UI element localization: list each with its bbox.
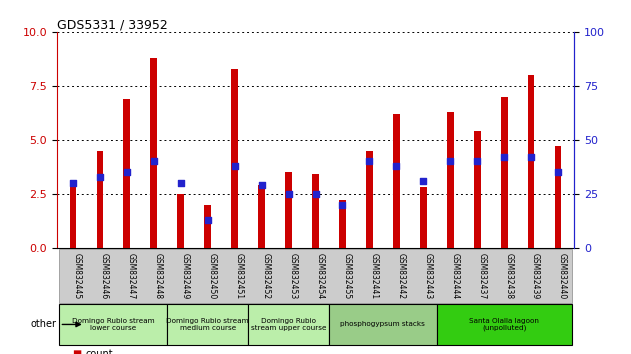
Bar — [393, 114, 399, 248]
Bar — [528, 75, 534, 248]
Bar — [258, 185, 265, 248]
Point — [553, 170, 563, 175]
Point — [472, 159, 482, 164]
Text: GSM832443: GSM832443 — [423, 253, 432, 299]
Bar — [232, 69, 238, 248]
Bar — [150, 58, 157, 248]
Point — [68, 180, 78, 186]
Text: phosphogypsum stacks: phosphogypsum stacks — [341, 321, 425, 327]
Text: Domingo Rubio stream
lower course: Domingo Rubio stream lower course — [72, 318, 155, 331]
Text: other: other — [30, 319, 56, 330]
Text: GSM832451: GSM832451 — [235, 253, 244, 299]
Point — [175, 180, 186, 186]
Bar — [447, 112, 454, 248]
Bar — [124, 99, 130, 248]
Text: Santa Olalla lagoon
(unpolluted): Santa Olalla lagoon (unpolluted) — [469, 318, 539, 331]
Bar — [204, 205, 211, 248]
Bar — [177, 194, 184, 248]
Text: GSM832446: GSM832446 — [100, 253, 109, 299]
Text: GSM832438: GSM832438 — [504, 253, 513, 299]
Bar — [97, 151, 103, 248]
Text: GSM832448: GSM832448 — [154, 253, 163, 299]
Text: ■: ■ — [73, 349, 82, 354]
Point — [338, 202, 348, 207]
Text: GSM832454: GSM832454 — [316, 253, 324, 299]
Point — [526, 154, 536, 160]
Bar — [366, 151, 373, 248]
Point — [445, 159, 456, 164]
Text: count: count — [85, 349, 113, 354]
Point — [310, 191, 321, 197]
Text: GSM832447: GSM832447 — [127, 253, 136, 299]
Point — [95, 174, 105, 179]
Point — [499, 154, 509, 160]
Bar — [339, 200, 346, 248]
Text: GSM832444: GSM832444 — [451, 253, 459, 299]
Text: GSM832440: GSM832440 — [558, 253, 567, 299]
Text: GDS5331 / 33952: GDS5331 / 33952 — [57, 19, 168, 32]
Text: GSM832439: GSM832439 — [531, 253, 540, 299]
Text: GSM832442: GSM832442 — [396, 253, 405, 299]
Text: Domingo Rubio stream
medium course: Domingo Rubio stream medium course — [167, 318, 249, 331]
Bar — [474, 131, 481, 248]
Text: GSM832455: GSM832455 — [343, 253, 351, 299]
Bar — [312, 175, 319, 248]
Bar — [285, 172, 292, 248]
Text: GSM832445: GSM832445 — [73, 253, 82, 299]
Text: Domingo Rubio
stream upper course: Domingo Rubio stream upper course — [251, 318, 326, 331]
Text: GSM832441: GSM832441 — [369, 253, 379, 299]
Text: GSM832449: GSM832449 — [180, 253, 190, 299]
Bar — [69, 183, 76, 248]
Point — [391, 163, 401, 169]
Text: GSM832450: GSM832450 — [208, 253, 216, 299]
Point — [418, 178, 428, 184]
Point — [283, 191, 293, 197]
Point — [122, 170, 132, 175]
Bar — [501, 97, 507, 248]
Text: GSM832437: GSM832437 — [477, 253, 487, 299]
Point — [257, 182, 267, 188]
Text: GSM832453: GSM832453 — [288, 253, 298, 299]
Point — [203, 217, 213, 223]
Bar — [420, 187, 427, 248]
Point — [149, 159, 159, 164]
Text: GSM832452: GSM832452 — [262, 253, 271, 299]
Bar — [555, 146, 562, 248]
Point — [230, 163, 240, 169]
Point — [364, 159, 374, 164]
